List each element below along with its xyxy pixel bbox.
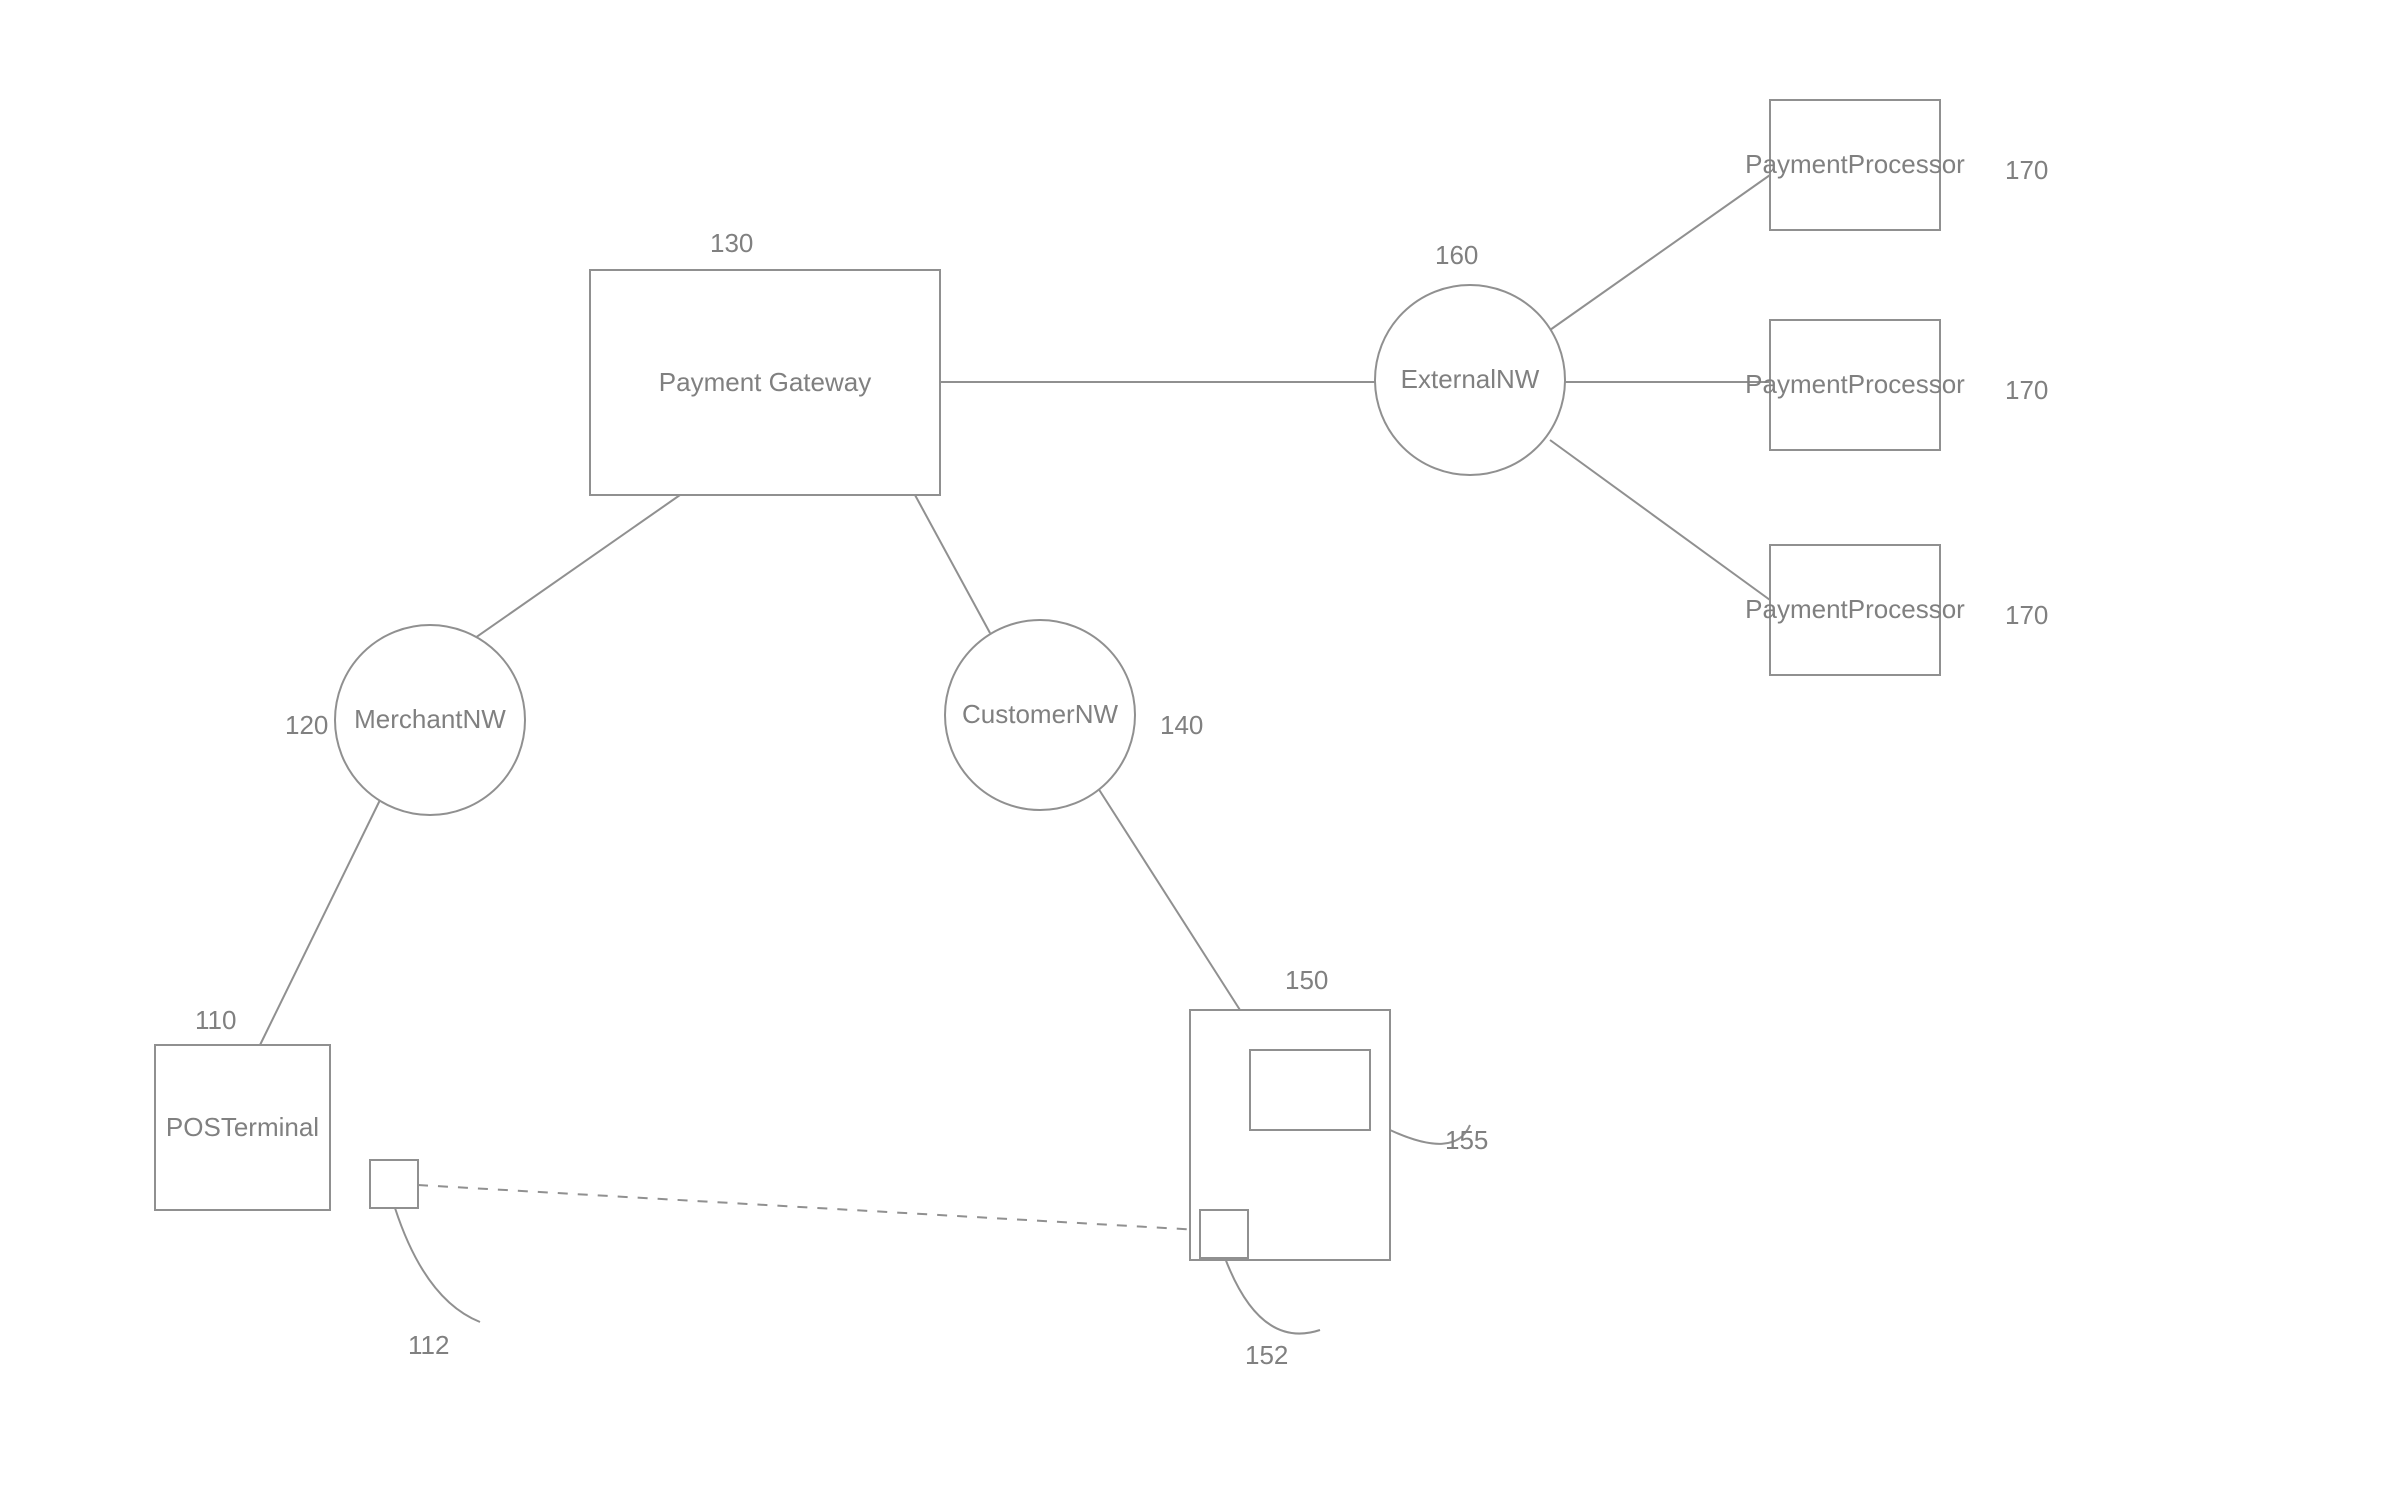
node-merchant_nw [335,625,525,815]
edge-7 [1550,440,1770,600]
node-device_screen [1250,1050,1370,1130]
node-external_nw [1375,285,1565,475]
node-device_small [1200,1210,1248,1258]
edge-4 [1098,788,1240,1010]
diagram-svg [0,0,2389,1510]
node-pos_small [370,1160,418,1208]
edge-3 [260,800,380,1045]
edge-8 [418,1185,1200,1230]
node-customer_nw [945,620,1135,810]
edge-2 [915,495,990,633]
node-processor_2 [1770,320,1940,450]
edge-1 [475,495,680,638]
node-processor_1 [1770,100,1940,230]
node-processor_3 [1770,545,1940,675]
edge-5 [1550,175,1770,330]
node-payment_gateway [590,270,940,495]
network-diagram: Payment GatewayMerchantNWCustomerNWExter… [0,0,2389,1510]
leader-curve-1 [1225,1258,1320,1334]
leader-curve-2 [1390,1125,1470,1144]
node-pos_terminal [155,1045,330,1210]
leader-curve-0 [395,1208,480,1322]
